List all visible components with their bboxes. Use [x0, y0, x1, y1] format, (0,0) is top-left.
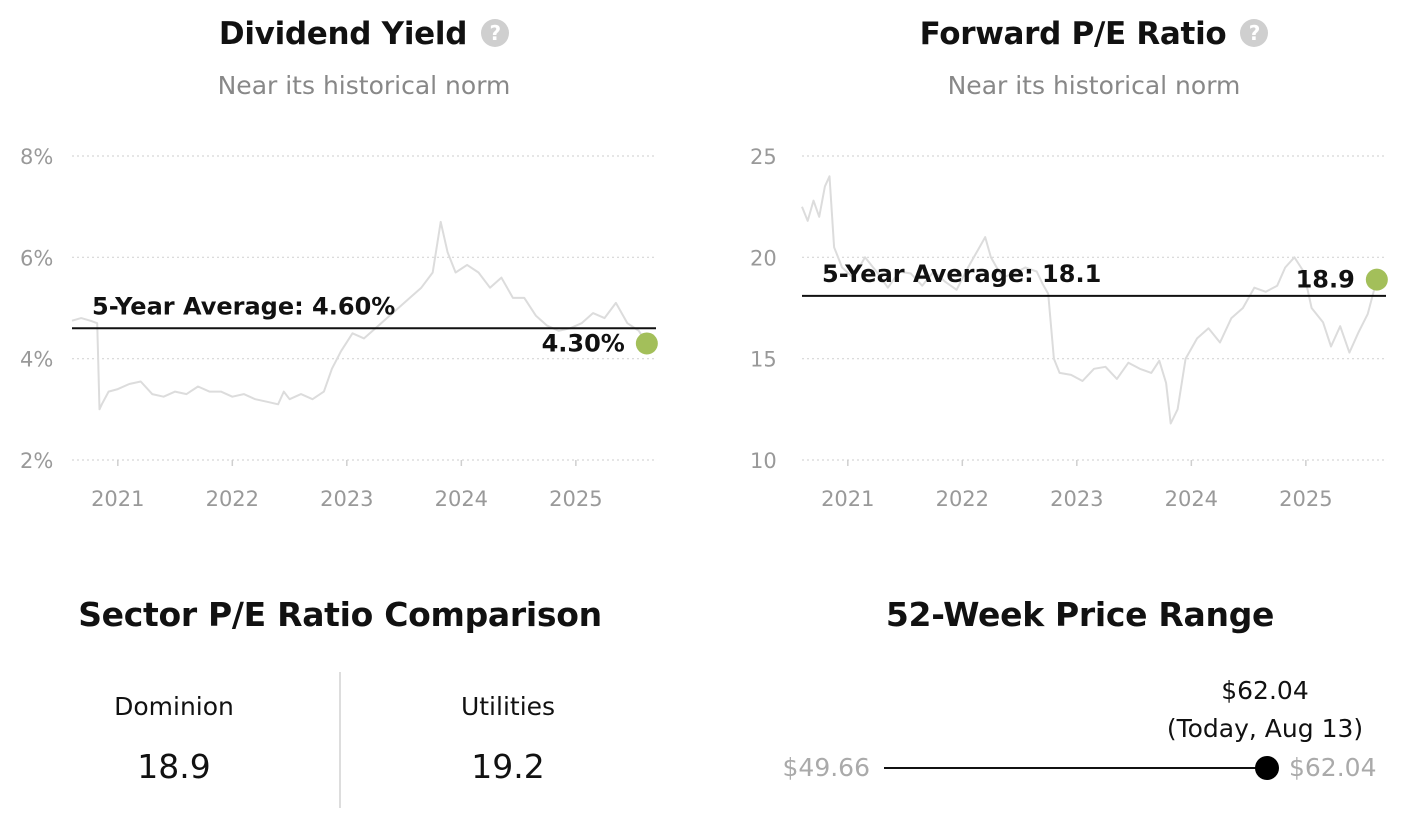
- range-high-label: $62.04: [1289, 753, 1377, 782]
- forward-pe-title-text: Forward P/E Ratio: [919, 16, 1227, 52]
- current-value-marker: [635, 332, 658, 355]
- x-tick-label: 2025: [549, 487, 602, 511]
- y-tick-label: 8%: [20, 145, 53, 169]
- current-price-marker: [1255, 756, 1279, 780]
- x-tick-label: 2022: [206, 487, 259, 511]
- average-label: 5-Year Average: 4.60%: [92, 292, 395, 320]
- y-tick-label: 2%: [20, 449, 53, 473]
- x-tick-label: 2023: [320, 487, 373, 511]
- dividend-yield-title-text: Dividend Yield: [218, 16, 468, 52]
- current-value-label: 18.9: [1296, 266, 1355, 294]
- price-range-title: 52-Week Price Range: [885, 595, 1275, 634]
- x-tick-label: 2024: [1165, 487, 1218, 511]
- current-value-label: 4.30%: [542, 329, 625, 357]
- current-value-marker: [1365, 268, 1388, 291]
- forward-pe-title: Forward P/E Ratio?: [800, 14, 1388, 54]
- x-tick-label: 2021: [821, 487, 874, 511]
- dividend-yield-chart: 2% 4% 6% 8% 2021 2022 2023 2024 2025 5-Year Avera…: [20, 145, 658, 511]
- company-name: Dominion: [114, 692, 234, 721]
- y-tick-label: 4%: [20, 348, 53, 372]
- current-price-note: (Today, Aug 13): [1166, 714, 1364, 743]
- range-track: [884, 767, 1267, 769]
- range-low-label: $49.66: [782, 753, 870, 782]
- y-tick-label: 6%: [20, 246, 53, 270]
- comparison-divider: [339, 672, 341, 808]
- series-line: [801, 175, 1378, 425]
- x-tick-label: 2024: [435, 487, 488, 511]
- x-tick-label: 2025: [1279, 487, 1332, 511]
- average-label: 5-Year Average: 18.1: [822, 260, 1101, 288]
- sector-pe-value: 19.2: [471, 747, 545, 786]
- x-tick-label: 2022: [936, 487, 989, 511]
- y-tick-label: 15: [750, 348, 777, 372]
- x-tick-label: 2023: [1050, 487, 1103, 511]
- forward-pe-subtitle: Near its historical norm: [947, 71, 1241, 100]
- dividend-yield-subtitle: Near its historical norm: [217, 71, 511, 100]
- current-price-label: $62.04 (Today, Aug 13): [1150, 672, 1380, 748]
- y-tick-label: 25: [750, 145, 777, 169]
- y-tick-label: 20: [750, 246, 777, 270]
- sector-comparison-title: Sector P/E Ratio Comparison: [78, 595, 602, 634]
- series-line: [71, 220, 648, 411]
- company-pe-value: 18.9: [137, 747, 211, 786]
- y-tick-label: 10: [750, 449, 777, 473]
- current-price: $62.04: [1221, 676, 1309, 705]
- x-tick-label: 2021: [91, 487, 144, 511]
- sector-name: Utilities: [460, 692, 556, 721]
- dividend-yield-title: Dividend Yield?: [72, 14, 656, 54]
- question-circle-icon[interactable]: ?: [1240, 19, 1269, 47]
- question-circle-icon[interactable]: ?: [481, 19, 510, 47]
